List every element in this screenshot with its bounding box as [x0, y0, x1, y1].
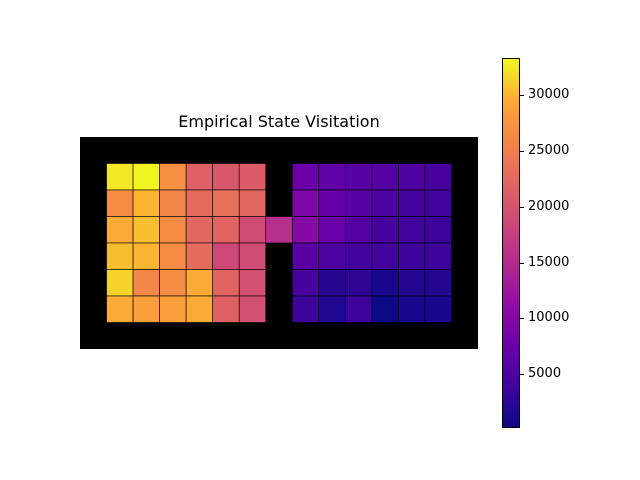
heatmap-plot [80, 137, 478, 349]
left-room-cell [212, 269, 240, 297]
right-room-cell [398, 295, 426, 323]
left-room-cell [106, 189, 134, 217]
left-room-cell [185, 216, 213, 244]
left-room-cell [212, 189, 240, 217]
left-room-cell [132, 269, 160, 297]
doorway-cell [265, 216, 293, 244]
colorbar-tick-label: 15000 [528, 254, 570, 270]
colorbar-tick-mark [520, 150, 524, 152]
left-room-cell [159, 163, 187, 191]
right-room-cell [345, 242, 373, 270]
right-room-cell [318, 269, 346, 297]
colorbar-tick-label: 20000 [528, 198, 570, 214]
right-room-cell [371, 269, 399, 297]
left-room-cell [106, 242, 134, 270]
right-room-cell [345, 295, 373, 323]
left-room-cell [238, 189, 267, 217]
left-room-cell [132, 189, 160, 217]
left-room-cell [238, 295, 267, 323]
left-room-cell [185, 295, 213, 323]
right-room-cell [345, 163, 373, 191]
right-room-cell [371, 189, 399, 217]
left-room-cell [238, 242, 267, 270]
left-room-cell [159, 295, 187, 323]
left-room-cell [159, 269, 187, 297]
right-room-cell [371, 242, 399, 270]
colorbar-axis: 5000 10000 15000 20000 25000 30000 [520, 58, 630, 428]
left-room-cell [106, 269, 134, 297]
left-room-cell [185, 242, 213, 270]
left-room-cell [185, 269, 213, 297]
right-room-cell [291, 216, 320, 244]
left-room-cell [212, 242, 240, 270]
left-room-cell [132, 295, 160, 323]
colorbar-tick-label: 30000 [528, 86, 570, 102]
left-room-cell [212, 295, 240, 323]
left-room-cell [132, 163, 160, 191]
chart-title: Empirical State Visitation [178, 112, 380, 131]
right-room-cell [345, 189, 373, 217]
colorbar-tick-label: 25000 [528, 142, 570, 158]
right-room-cell [424, 163, 452, 191]
right-room-cell [424, 242, 452, 270]
left-room-cell [132, 216, 160, 244]
left-room-cell [159, 242, 187, 270]
right-room-cell [318, 189, 346, 217]
right-room-cell [291, 269, 320, 297]
colorbar-tick-label: 5000 [528, 366, 562, 382]
colorbar-tick-mark [520, 262, 524, 264]
right-room-cell [318, 242, 346, 270]
right-room-cell [424, 269, 452, 297]
left-room-cell [159, 189, 187, 217]
right-room-cell [398, 216, 426, 244]
right-room-cell [291, 242, 320, 270]
right-room-cell [398, 269, 426, 297]
colorbar-tick-mark [520, 94, 524, 96]
right-room-cell [424, 216, 452, 244]
colorbar-tick-mark [520, 206, 524, 208]
right-room-cell [371, 295, 399, 323]
left-room-cell [212, 216, 240, 244]
colorbar [502, 58, 520, 428]
left-room-cell [159, 216, 187, 244]
right-room-cell [424, 295, 452, 323]
left-room-cell [106, 163, 134, 191]
colorbar-tick-label: 10000 [528, 310, 570, 326]
right-room-cell [345, 216, 373, 244]
right-room-cell [371, 163, 399, 191]
right-room-cell [424, 189, 452, 217]
left-room-cell [238, 216, 267, 244]
left-room-cell [185, 163, 213, 191]
colorbar-tick-mark [520, 374, 524, 376]
right-room-cell [318, 295, 346, 323]
right-room-cell [398, 242, 426, 270]
right-room-cell [371, 216, 399, 244]
right-room-cell [291, 163, 320, 191]
left-room-cell [132, 242, 160, 270]
right-room-cell [291, 295, 320, 323]
right-room-cell [318, 216, 346, 244]
left-room-cell [238, 163, 267, 191]
left-room-cell [238, 269, 267, 297]
colorbar-tick-mark [520, 318, 524, 320]
left-room-cell [106, 216, 134, 244]
left-room-cell [212, 163, 240, 191]
right-room-cell [291, 189, 320, 217]
right-room-cell [345, 269, 373, 297]
right-room-cell [318, 163, 346, 191]
right-room-cell [398, 163, 426, 191]
left-room-cell [106, 295, 134, 323]
right-room-cell [398, 189, 426, 217]
left-room-cell [185, 189, 213, 217]
